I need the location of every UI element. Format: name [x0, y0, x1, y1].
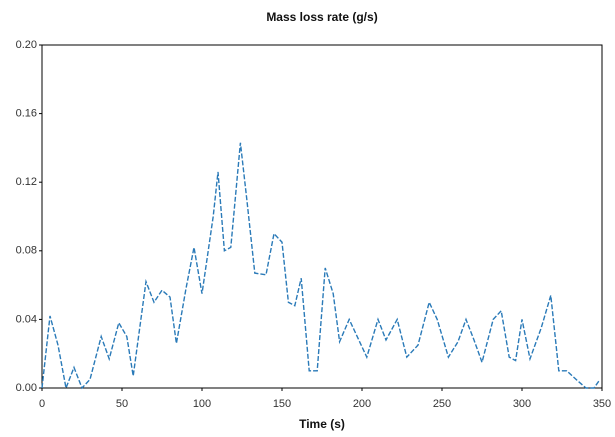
y-tick-label: 0.16	[16, 108, 37, 120]
x-axis-label: Time (s)	[299, 417, 345, 431]
x-tick-label: 300	[513, 398, 531, 410]
y-tick-label: 0.12	[16, 176, 37, 188]
y-tick-label: 0.20	[16, 39, 37, 51]
x-tick-label: 0	[39, 398, 45, 410]
y-tick-label: 0.04	[16, 313, 37, 325]
plot-frame	[41, 44, 603, 389]
x-tick-label: 100	[193, 398, 211, 410]
x-tick-label: 250	[433, 398, 451, 410]
x-tick-label: 50	[116, 398, 128, 410]
y-tick-label: 0.08	[16, 245, 37, 257]
chart-title: Mass loss rate (g/s)	[266, 10, 377, 24]
x-tick-label: 150	[273, 398, 291, 410]
y-tick-label: 0.00	[16, 382, 37, 394]
x-tick-label: 350	[593, 398, 611, 410]
x-tick-label: 200	[353, 398, 371, 410]
data-line	[41, 142, 600, 391]
